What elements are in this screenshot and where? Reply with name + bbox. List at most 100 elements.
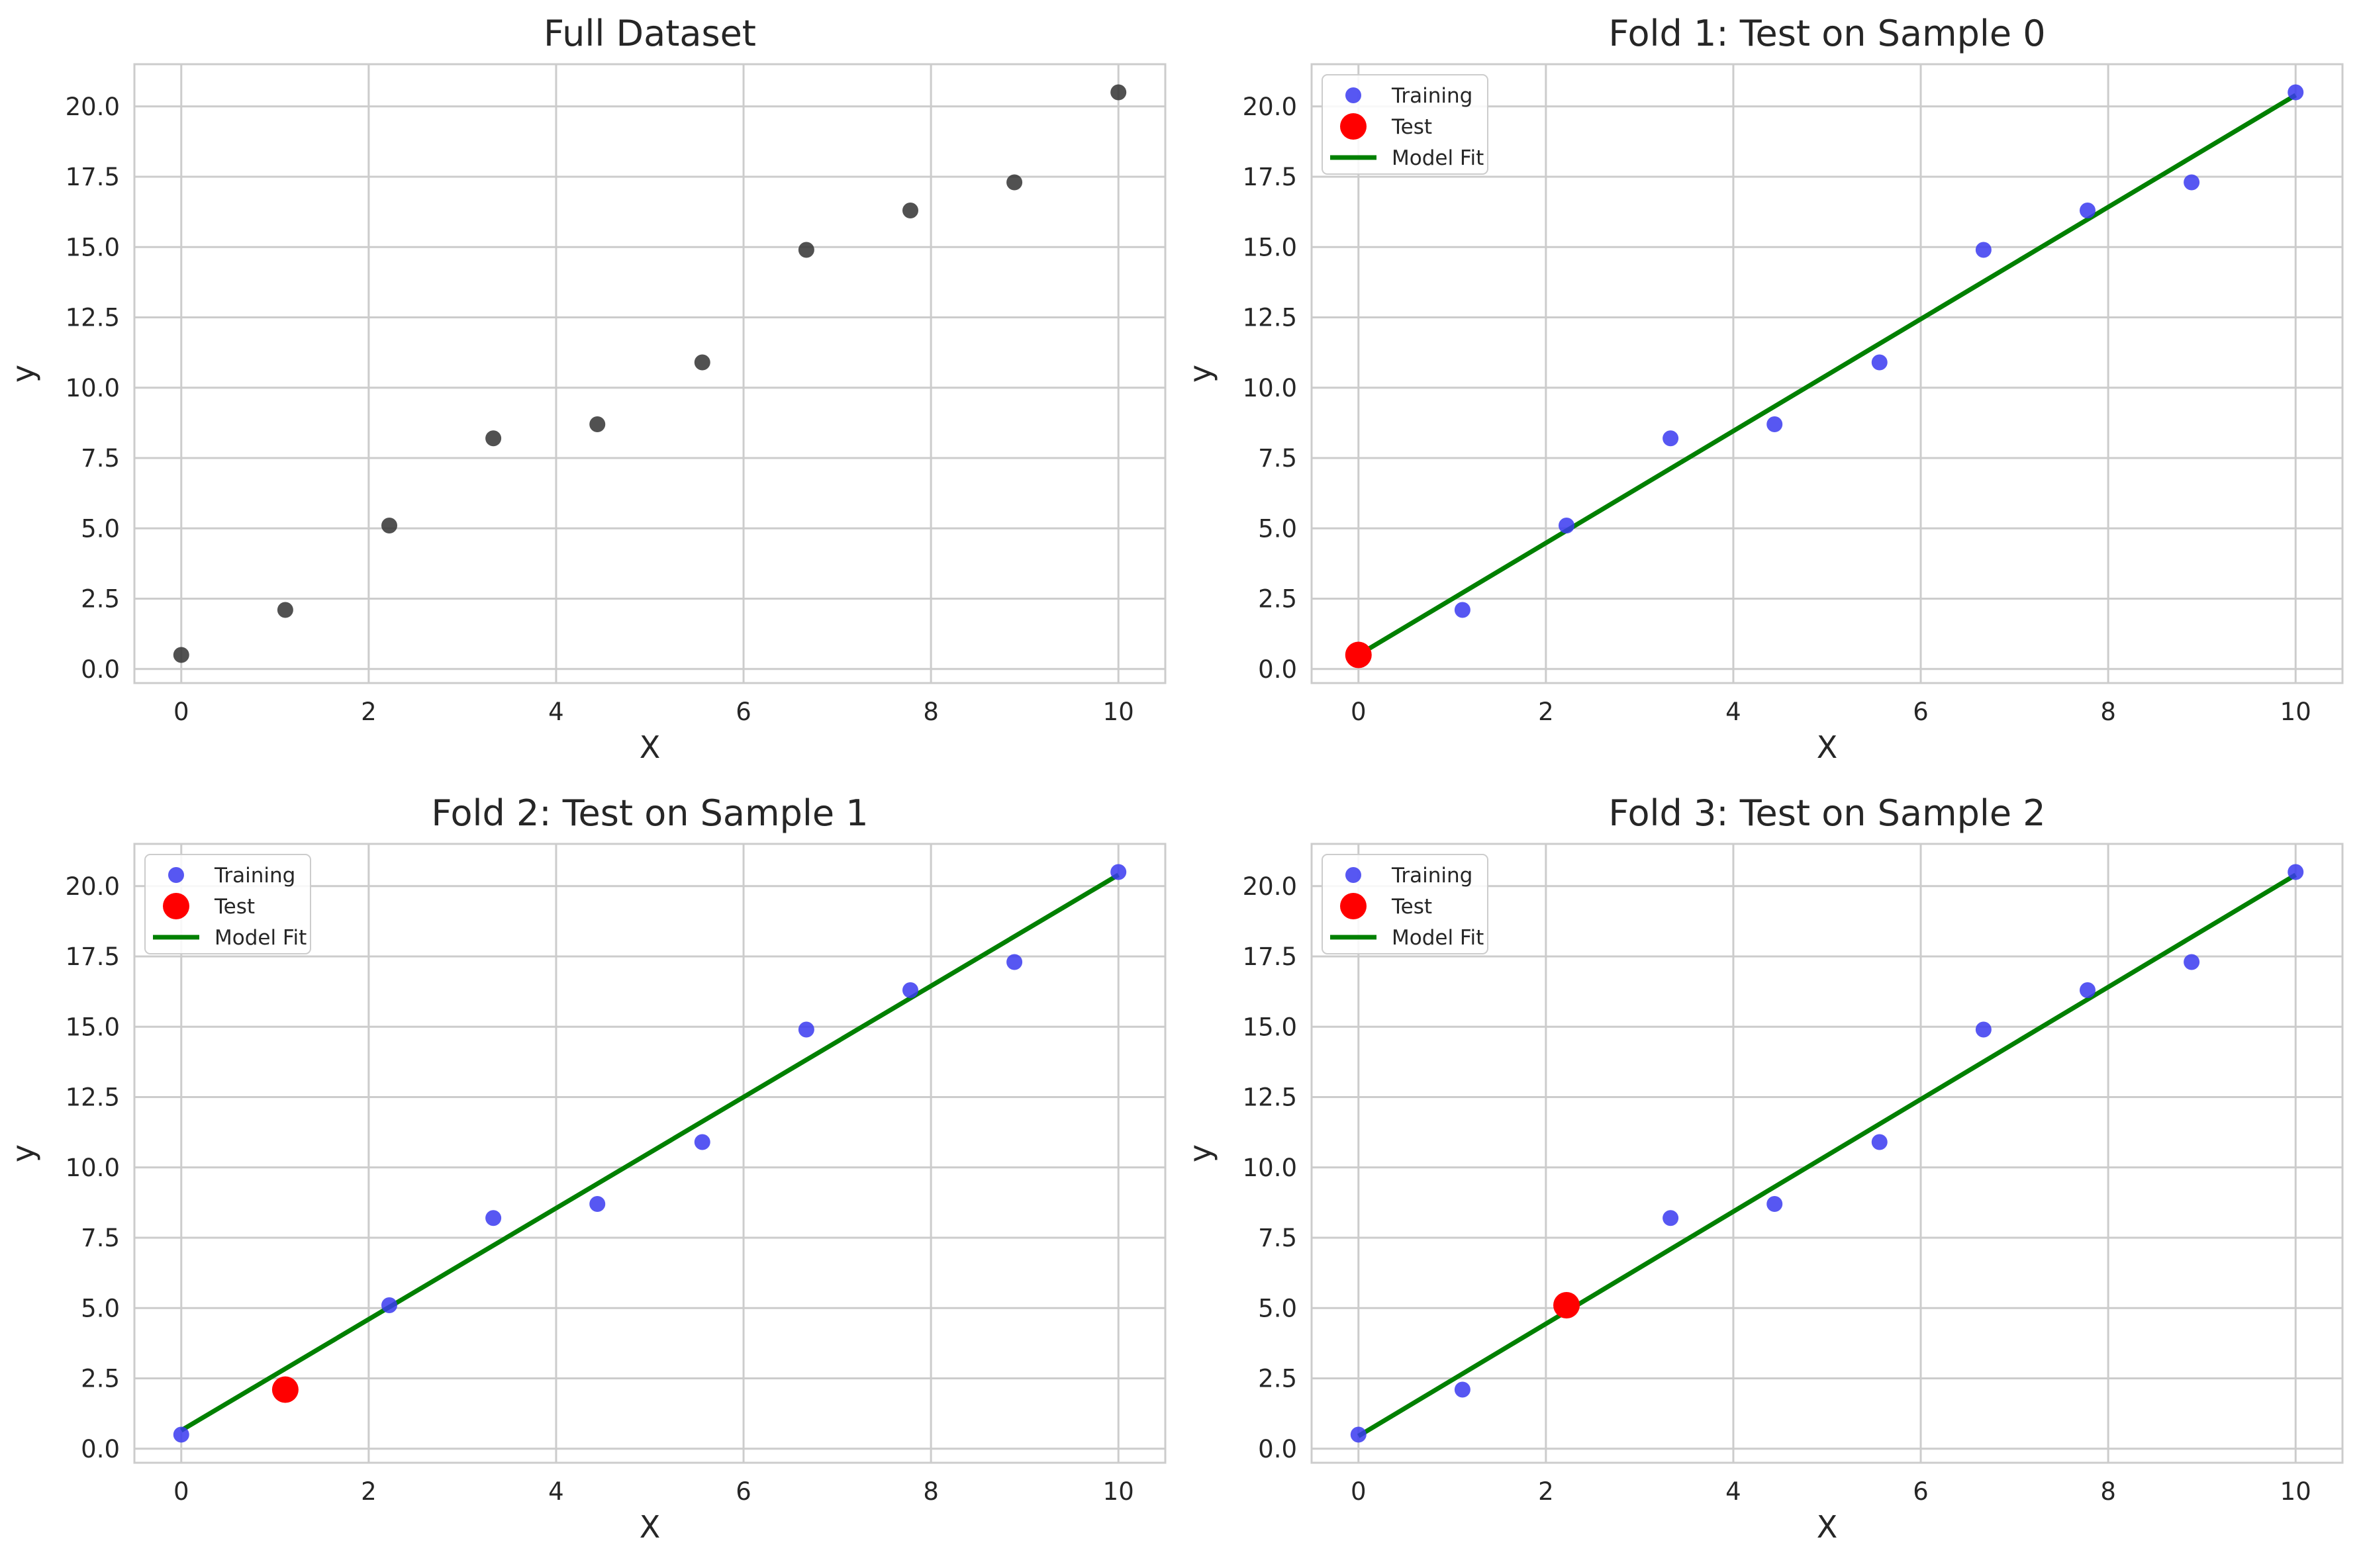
training-point <box>173 1426 189 1443</box>
training-point <box>2079 203 2096 218</box>
x-tick-label: 8 <box>923 1477 939 1506</box>
legend-label: Training <box>1391 864 1472 888</box>
legend-box <box>1322 74 1488 175</box>
data-point <box>173 647 189 663</box>
legend: Training Test Model Fit <box>1322 854 1488 954</box>
training-point <box>1006 954 1023 970</box>
y-axis-label: y <box>1182 365 1218 383</box>
y-tick-label: 5.0 <box>1258 514 1297 543</box>
data-point <box>798 242 814 258</box>
x-tick-label: 8 <box>923 698 939 726</box>
y-tick-label: 0.0 <box>81 655 120 684</box>
x-tick-label: 6 <box>736 1477 751 1506</box>
legend-label: Test <box>1391 895 1432 919</box>
legend: Training Test Model Fit <box>144 854 311 954</box>
y-tick-label: 2.5 <box>1258 1365 1297 1393</box>
x-tick-label: 0 <box>1351 698 1367 726</box>
y-tick-label: 12.5 <box>66 304 120 332</box>
y-tick-label: 15.0 <box>66 233 120 261</box>
legend-box <box>1322 854 1488 954</box>
axes-frame <box>1310 843 2344 1464</box>
x-tick-label: 4 <box>1725 698 1741 726</box>
y-tick-label: 15.0 <box>1243 233 1297 261</box>
y-tick-label: 5.0 <box>81 1294 120 1322</box>
training-point <box>1766 1196 1783 1212</box>
chart-title: Fold 3: Test on Sample 2 <box>1608 792 2045 834</box>
training-point <box>1110 864 1127 880</box>
x-tick-label: 6 <box>1913 1477 1929 1506</box>
data-point <box>902 203 918 218</box>
y-tick-label: 20.0 <box>1243 93 1297 121</box>
y-tick-label: 10.0 <box>66 1154 120 1182</box>
x-tick-label: 0 <box>1351 1477 1367 1506</box>
test-point <box>1553 1292 1580 1318</box>
chart-2: 0 2 4 6 8 10 0.0 2.5 5.0 7.5 10.0 12.5 15.0 17.5 20.0 F… <box>1182 13 2344 765</box>
y-tick-label: 15.0 <box>66 1013 120 1041</box>
training-point <box>1975 1021 1992 1038</box>
axes-frame <box>1310 63 2344 684</box>
y-tick-label: 17.5 <box>1243 163 1297 191</box>
data-point <box>277 602 293 618</box>
training-point <box>2184 954 2200 970</box>
axes-frame <box>133 843 1167 1464</box>
legend-label: Test <box>214 895 255 919</box>
x-axis-label: X <box>640 729 661 765</box>
legend-label: Model Fit <box>215 926 307 950</box>
y-tick-label: 2.5 <box>81 1365 120 1393</box>
x-axis-label: X <box>640 1509 661 1545</box>
x-tick-label: 10 <box>1103 1477 1134 1506</box>
x-tick-label: 0 <box>173 1477 189 1506</box>
y-tick-label: 0.0 <box>1258 655 1297 684</box>
x-tick-label: 4 <box>548 698 564 726</box>
y-tick-label: 7.5 <box>1258 444 1297 473</box>
y-tick-label: 17.5 <box>1243 943 1297 971</box>
test-point <box>1345 641 1372 669</box>
training-point <box>2288 864 2304 880</box>
training-point <box>1975 242 1992 258</box>
training-point <box>1559 518 1575 533</box>
legend-training-marker <box>168 867 184 883</box>
chart-title: Full Dataset <box>544 13 756 54</box>
y-tick-label: 5.0 <box>81 514 120 543</box>
legend-test-marker <box>1340 893 1367 919</box>
x-tick-label: 2 <box>361 698 377 726</box>
model-fit-line <box>1357 93 2297 657</box>
x-tick-label: 2 <box>1538 1477 1554 1506</box>
legend-training-marker <box>1345 867 1361 883</box>
training-point <box>2184 174 2200 191</box>
legend-label: Model Fit <box>1392 146 1484 170</box>
training-point <box>2079 982 2096 998</box>
x-tick-label: 6 <box>1913 698 1929 726</box>
data-point <box>589 416 606 432</box>
y-tick-label: 12.5 <box>1243 304 1297 332</box>
legend-test-marker <box>1340 113 1367 140</box>
y-tick-label: 5.0 <box>1258 1294 1297 1322</box>
y-tick-label: 15.0 <box>1243 1013 1297 1041</box>
training-point <box>1454 1381 1471 1398</box>
training-point <box>1871 1134 1888 1150</box>
y-tick-label: 0.0 <box>81 1435 120 1463</box>
data-point <box>694 354 710 371</box>
x-tick-label: 6 <box>736 698 751 726</box>
training-point <box>1663 430 1679 447</box>
y-tick-label: 20.0 <box>1243 872 1297 901</box>
y-tick-label: 17.5 <box>66 943 120 971</box>
y-tick-label: 12.5 <box>1243 1084 1297 1112</box>
y-tick-label: 10.0 <box>66 374 120 402</box>
training-point <box>798 1021 814 1038</box>
model-fit-line <box>179 872 1120 1433</box>
x-axis-label: X <box>1817 729 1838 765</box>
data-point <box>1110 84 1127 101</box>
y-tick-label: 7.5 <box>1258 1224 1297 1252</box>
training-point <box>2288 84 2304 101</box>
training-point <box>381 1297 398 1313</box>
x-tick-label: 10 <box>2280 698 2311 726</box>
x-tick-label: 4 <box>1725 1477 1741 1506</box>
y-tick-label: 7.5 <box>81 444 120 473</box>
chart-3: 0 2 4 6 8 10 0.0 2.5 5.0 7.5 10.0 12.5 15.0 17.5 20.0 F… <box>5 792 1167 1545</box>
